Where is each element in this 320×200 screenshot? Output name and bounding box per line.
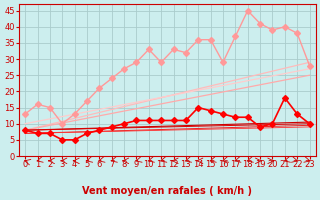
X-axis label: Vent moyen/en rafales ( km/h ): Vent moyen/en rafales ( km/h ) — [82, 186, 252, 196]
